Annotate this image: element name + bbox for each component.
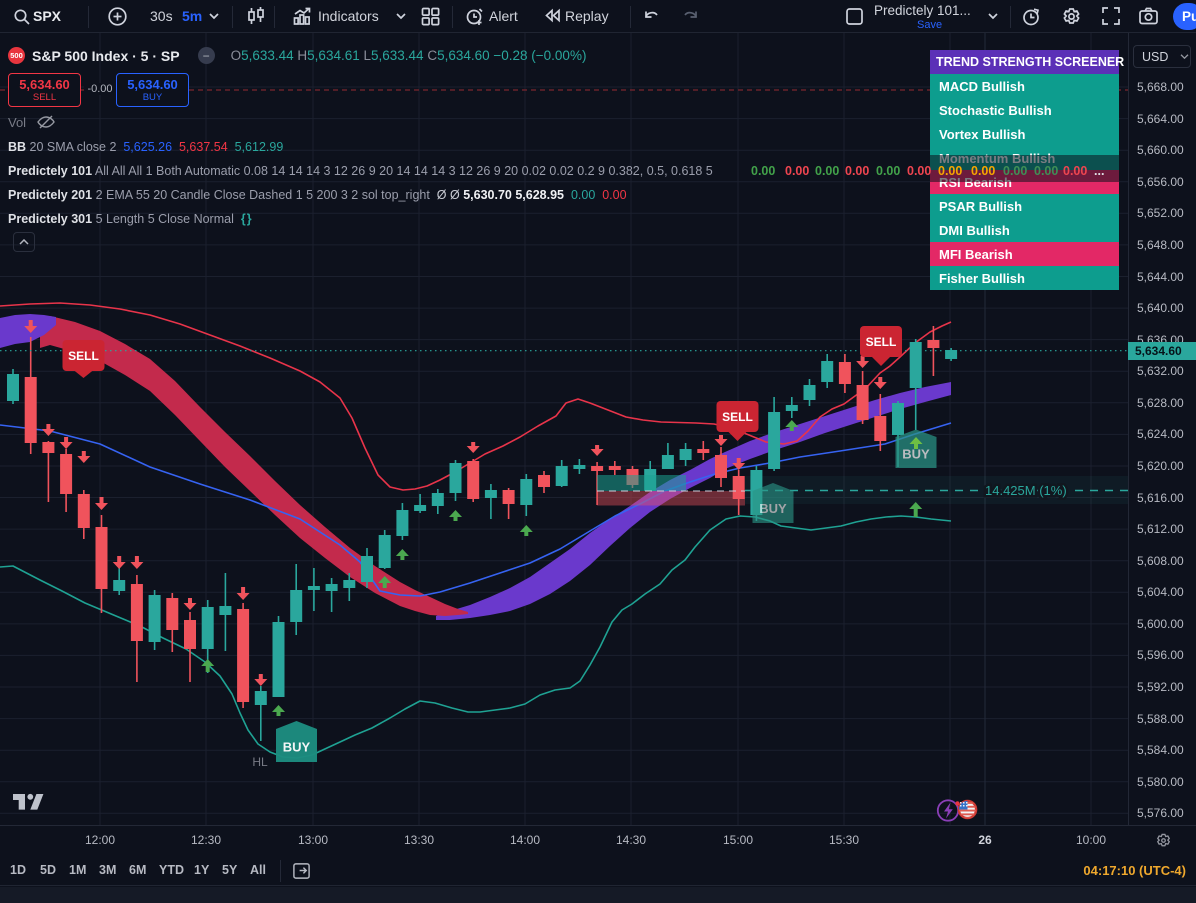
svg-text:14.425M (1%): 14.425M (1%) — [985, 483, 1067, 498]
svg-text:SELL: SELL — [866, 335, 897, 349]
svg-text:BUY: BUY — [759, 501, 787, 516]
svg-text:HL: HL — [252, 755, 268, 769]
svg-text:BUY: BUY — [283, 740, 311, 755]
svg-text:SELL: SELL — [722, 410, 753, 424]
svg-text:SELL: SELL — [68, 349, 99, 363]
svg-text:BUY: BUY — [902, 447, 930, 462]
